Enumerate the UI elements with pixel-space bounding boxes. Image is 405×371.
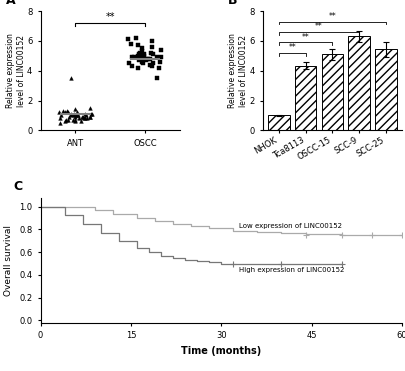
Point — [88, 111, 95, 117]
Point — [127, 41, 134, 47]
Point — [87, 114, 93, 120]
Point — [157, 59, 163, 65]
Text: High expression of LINC00152: High expression of LINC00152 — [239, 266, 344, 273]
Point — [68, 112, 74, 118]
Point — [147, 56, 153, 62]
Point — [138, 45, 145, 51]
Point — [140, 60, 146, 66]
Point — [145, 56, 151, 62]
Point — [158, 47, 164, 53]
Point — [146, 62, 152, 68]
Point — [72, 106, 79, 112]
Point — [140, 58, 146, 63]
Point — [71, 111, 77, 117]
Point — [142, 56, 149, 62]
Point — [64, 108, 70, 114]
Point — [86, 105, 93, 111]
Point — [136, 53, 143, 59]
Point — [139, 48, 145, 54]
Text: A: A — [6, 0, 15, 7]
Bar — [268, 115, 289, 130]
Point — [57, 115, 63, 121]
Point — [57, 120, 64, 126]
Point — [57, 112, 64, 118]
X-axis label: Time (months): Time (months) — [181, 346, 261, 356]
Point — [149, 51, 156, 57]
Point — [142, 58, 149, 63]
Point — [134, 53, 141, 59]
Point — [87, 111, 94, 117]
Point — [64, 117, 71, 123]
Y-axis label: Overall survival: Overall survival — [4, 225, 13, 296]
Point — [80, 114, 86, 120]
Point — [75, 112, 81, 118]
Text: **: ** — [301, 33, 309, 42]
Point — [86, 114, 93, 120]
Bar — [374, 49, 396, 130]
Point — [147, 50, 154, 56]
Text: **: ** — [328, 12, 335, 21]
Point — [70, 117, 76, 123]
Bar — [321, 54, 342, 130]
Point — [140, 56, 147, 62]
Point — [153, 75, 160, 81]
Point — [149, 60, 156, 66]
Point — [55, 109, 62, 115]
Text: Low expression of LINC00152: Low expression of LINC00152 — [239, 223, 341, 229]
Point — [82, 115, 88, 121]
Point — [149, 38, 155, 44]
Point — [148, 44, 155, 50]
Point — [71, 117, 78, 123]
Point — [128, 63, 135, 69]
Point — [78, 118, 84, 124]
Point — [66, 114, 72, 120]
Point — [72, 118, 79, 124]
Point — [130, 55, 136, 60]
Point — [83, 115, 90, 121]
Point — [138, 53, 145, 59]
Point — [64, 109, 70, 115]
Point — [153, 55, 160, 60]
Point — [75, 115, 82, 121]
Bar — [294, 66, 315, 130]
Point — [72, 114, 78, 120]
Y-axis label: Relative expression
level of LINC00152: Relative expression level of LINC00152 — [228, 33, 247, 108]
Point — [81, 115, 87, 121]
Point — [140, 51, 147, 57]
Point — [124, 36, 130, 42]
Point — [135, 51, 142, 57]
Point — [74, 112, 80, 118]
Text: **: ** — [314, 22, 322, 31]
Point — [73, 109, 80, 115]
Point — [81, 111, 88, 117]
Text: **: ** — [288, 43, 296, 52]
Point — [132, 35, 139, 41]
Point — [134, 65, 141, 71]
Point — [67, 75, 74, 81]
Point — [62, 117, 69, 123]
Point — [139, 59, 145, 65]
Point — [59, 108, 66, 114]
Point — [137, 50, 143, 56]
Point — [70, 112, 77, 118]
Point — [156, 65, 162, 71]
Point — [83, 112, 89, 118]
Point — [62, 109, 68, 115]
Text: **: ** — [105, 12, 115, 22]
Point — [149, 63, 155, 69]
Point — [73, 112, 79, 118]
Bar — [347, 36, 369, 130]
Point — [129, 55, 135, 60]
Point — [157, 55, 164, 60]
Point — [78, 114, 85, 120]
Y-axis label: Relative expression
level of LINC00152: Relative expression level of LINC00152 — [6, 33, 26, 108]
Point — [136, 58, 142, 63]
Point — [62, 118, 68, 124]
Text: C: C — [13, 180, 23, 193]
Text: B: B — [228, 0, 237, 7]
Point — [126, 60, 132, 66]
Point — [134, 42, 141, 48]
Point — [141, 53, 147, 59]
Point — [68, 111, 74, 117]
